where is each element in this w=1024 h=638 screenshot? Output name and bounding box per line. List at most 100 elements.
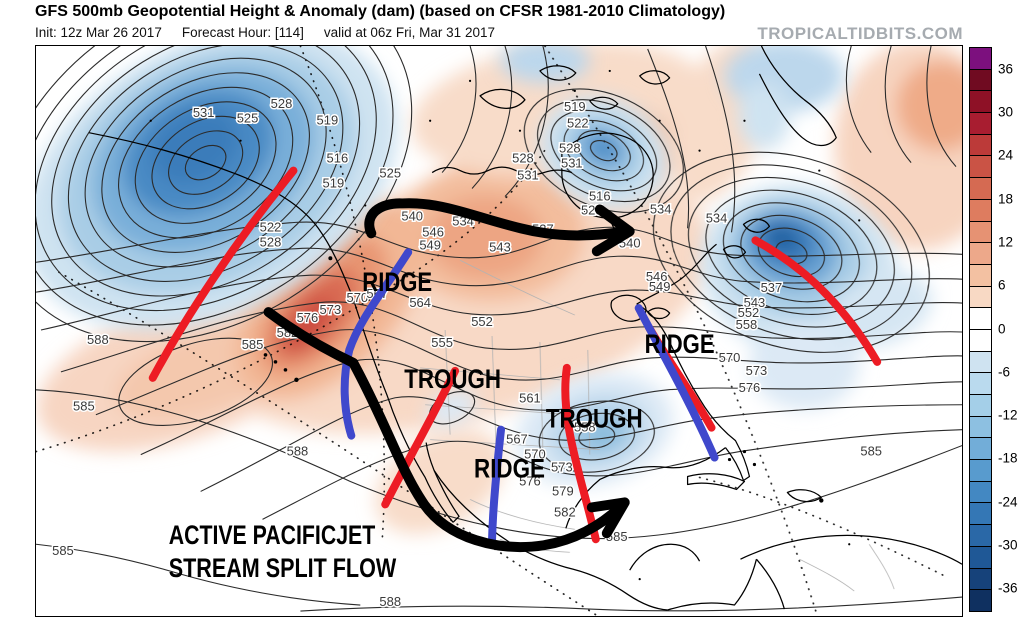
contour-label: 585 [73,399,95,414]
contour-label: 585 [52,543,74,558]
contour-label: 579 [552,483,574,498]
contour-label: 576 [297,310,319,325]
contour-label: 531 [193,105,215,120]
contour-label: 528 [512,151,534,166]
colorbar-tick-label: -6 [998,364,1011,380]
contour-label: 561 [519,391,541,406]
southern-jet-arrow [263,307,625,552]
flow-annotation: TROUGH [404,364,501,394]
contour-label: 537 [761,280,783,295]
contour-label: 564 [409,295,431,310]
colorbar-tick-label: 12 [998,234,1014,250]
contour-value-labels: 531 5255285195165195225285195225285315255… [51,94,884,610]
contour-label: 570 [524,447,546,462]
map-svg: 531 5255285195165195225285195225285315255… [36,46,962,616]
contour-label: 558 [736,317,758,332]
colorbar-cell [970,307,991,329]
colorbar-cell [970,48,991,69]
southern-jet-arrowhead [586,497,630,539]
northern-jet-arrowhead [591,204,635,257]
colorbar-tick-label: 0 [998,321,1006,336]
colorbar-cell [970,68,991,91]
colorbar-cell [970,198,991,221]
page-title: GFS 500mb Geopotential Height & Anomaly … [35,3,726,20]
colorbar-cell [970,177,991,199]
colorbar-cell [970,589,991,611]
contour-label: 552 [471,314,493,329]
contour-label: 540 [401,208,423,223]
contour-label: 585 [860,444,882,459]
tropicaltidbits-watermark: TROPICALTIDBITS.COM [757,24,963,43]
contour-label: 516 [327,151,349,166]
jet-axis-red-lines [148,166,882,544]
colorbar-cell [970,90,991,113]
init-time-label: Init: 12z Mar 26 2017 [35,25,162,40]
contour-label: 588 [287,444,309,459]
contour-label: 576 [519,473,541,488]
flow-annotation: ACTIVE PACIFICJET [169,520,376,550]
contour-label: 549 [419,237,441,252]
contour-label: 588 [87,332,109,347]
flow-annotation: STREAM SPLIT FLOW [169,553,397,583]
contour-label: 546 [422,224,444,239]
contour-label: 528 [260,234,282,249]
contour-label: 552 [738,305,760,320]
colorbar-cell [970,459,991,481]
model-run-info: Init: 12z Mar 26 2017 Forecast Hour: [11… [35,25,495,40]
colorbar-tick-label: -30 [998,537,1018,553]
contour-label: 588 [379,594,401,609]
contour-label: 528 [271,96,293,111]
contour-label: 543 [744,295,766,310]
colorbar-tick-label: 24 [998,147,1014,163]
colorbar-cell [970,155,991,178]
flow-annotation: TROUGH [546,404,643,434]
colorbar-cell [970,220,991,243]
anomaly-colorbar [969,47,992,612]
map-panel: 531 525 528 519 516 519 522 528 519 522 528 531 525 5… [35,45,963,617]
contour-label: 585 [242,337,264,352]
colorbar-cell [970,242,991,264]
colorbar-tick-label: 6 [998,277,1006,293]
colorbar-cell [970,112,991,134]
colorbar-cell [970,350,991,373]
flow-annotation: RIDGE [362,267,432,297]
contour-label: 573 [320,302,342,317]
colorbar-cell [970,394,991,416]
contour-label: 573 [746,363,768,378]
colorbar-cell [970,415,991,438]
contour-label: 519 [317,113,339,128]
contour-label: 558 [574,420,596,435]
flow-annotation: RIDGE [645,329,715,359]
coastlines [88,46,962,611]
contour-label: 522 [260,219,282,234]
contour-label: 546 [646,269,668,284]
colorbar-cell [970,524,991,546]
colorbar-cell [970,372,991,394]
forecast-hour-label: Forecast Hour: [114] [181,25,304,40]
contour-label: 567 [506,432,528,447]
contour-label: 531 [517,168,539,183]
contour-label: 519 [323,176,345,191]
colorbar-cell [970,567,991,590]
contour-label: 525 [379,166,401,181]
contour-label: 570 [719,350,741,365]
valid-time-label: valid at 06z Fri, Mar 31 2017 [323,25,495,40]
contour-label: 543 [489,239,511,254]
colorbar-cell [970,133,991,156]
height-contours [36,46,962,612]
colorbar-tick-label: 18 [998,191,1014,207]
northern-jet-arrow [364,198,631,241]
trough-axis-blue-lines [340,248,719,545]
colorbar-cell [970,328,991,351]
colorbar-tick-label: -18 [998,450,1018,466]
colorbar-cell [970,502,991,525]
contour-label: 516 [589,188,611,203]
colorbar-tick-label: 36 [998,61,1014,77]
colorbar-cell [970,545,991,568]
contour-label: 573 [551,460,573,475]
colorbar-tick-label: -24 [998,494,1018,510]
colorbar-tick-label: 30 [998,104,1014,120]
contour-label: 555 [431,335,453,350]
